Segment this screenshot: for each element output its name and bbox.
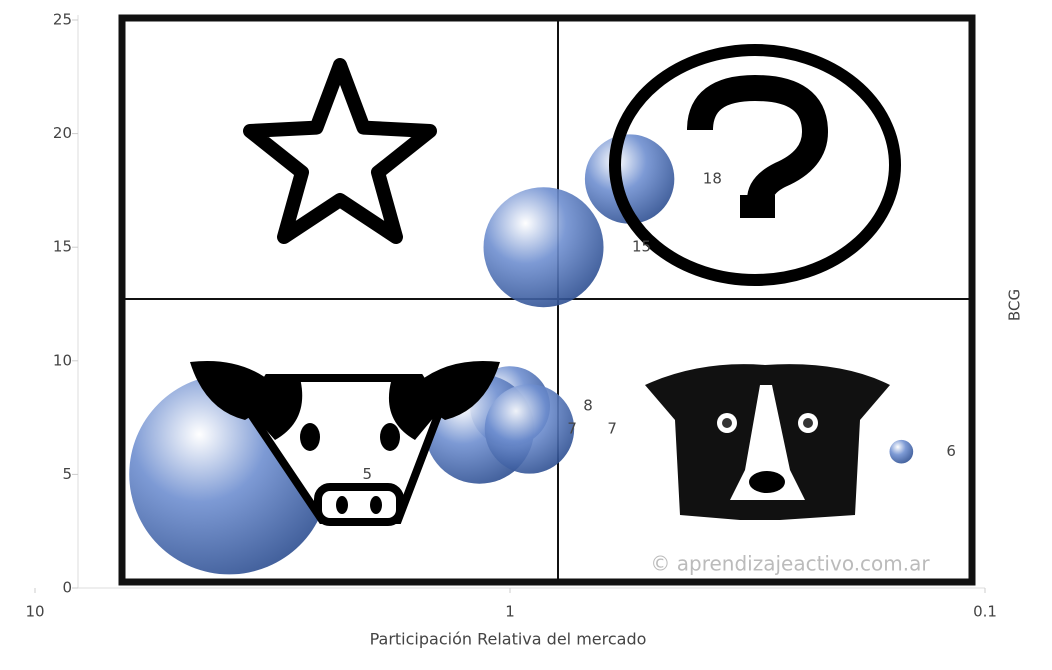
y-tick-label: 15: [53, 238, 72, 256]
data-label: 7: [567, 419, 577, 437]
data-label: 15: [632, 238, 651, 256]
question-icon: [609, 44, 901, 286]
axes: 0 5 10 15 20 25 10 1 0.1: [25, 11, 996, 621]
bubble: [584, 134, 675, 224]
bubble: [483, 187, 604, 308]
cow-icon: [190, 360, 500, 526]
question-dot: [740, 195, 775, 218]
y-tick-label: 0: [62, 579, 72, 597]
y-tick-label: 20: [53, 124, 72, 142]
data-label: 5: [362, 465, 372, 483]
x-tick-label: 0.1: [973, 603, 997, 621]
star-icon: [243, 58, 437, 244]
x-tick-label: 10: [25, 603, 44, 621]
watermark: © aprendizajeactivo.com.ar: [650, 552, 930, 576]
question-mark: [687, 74, 829, 212]
dog-icon: [645, 364, 890, 520]
data-label: 6: [946, 442, 956, 460]
x-tick-label: 1: [505, 603, 515, 621]
data-label: 18: [703, 170, 722, 188]
bubble: [889, 439, 914, 464]
bubble: [484, 384, 575, 474]
y-tick-label: 10: [53, 351, 72, 369]
y-tick-label: 25: [53, 11, 72, 29]
data-label: 8: [583, 397, 593, 415]
x-axis-label: Participación Relativa del mercado: [370, 630, 647, 649]
y-tick-label: 5: [62, 465, 72, 483]
data-label: 7: [607, 419, 617, 437]
chart-title: BCG: [1006, 289, 1024, 321]
